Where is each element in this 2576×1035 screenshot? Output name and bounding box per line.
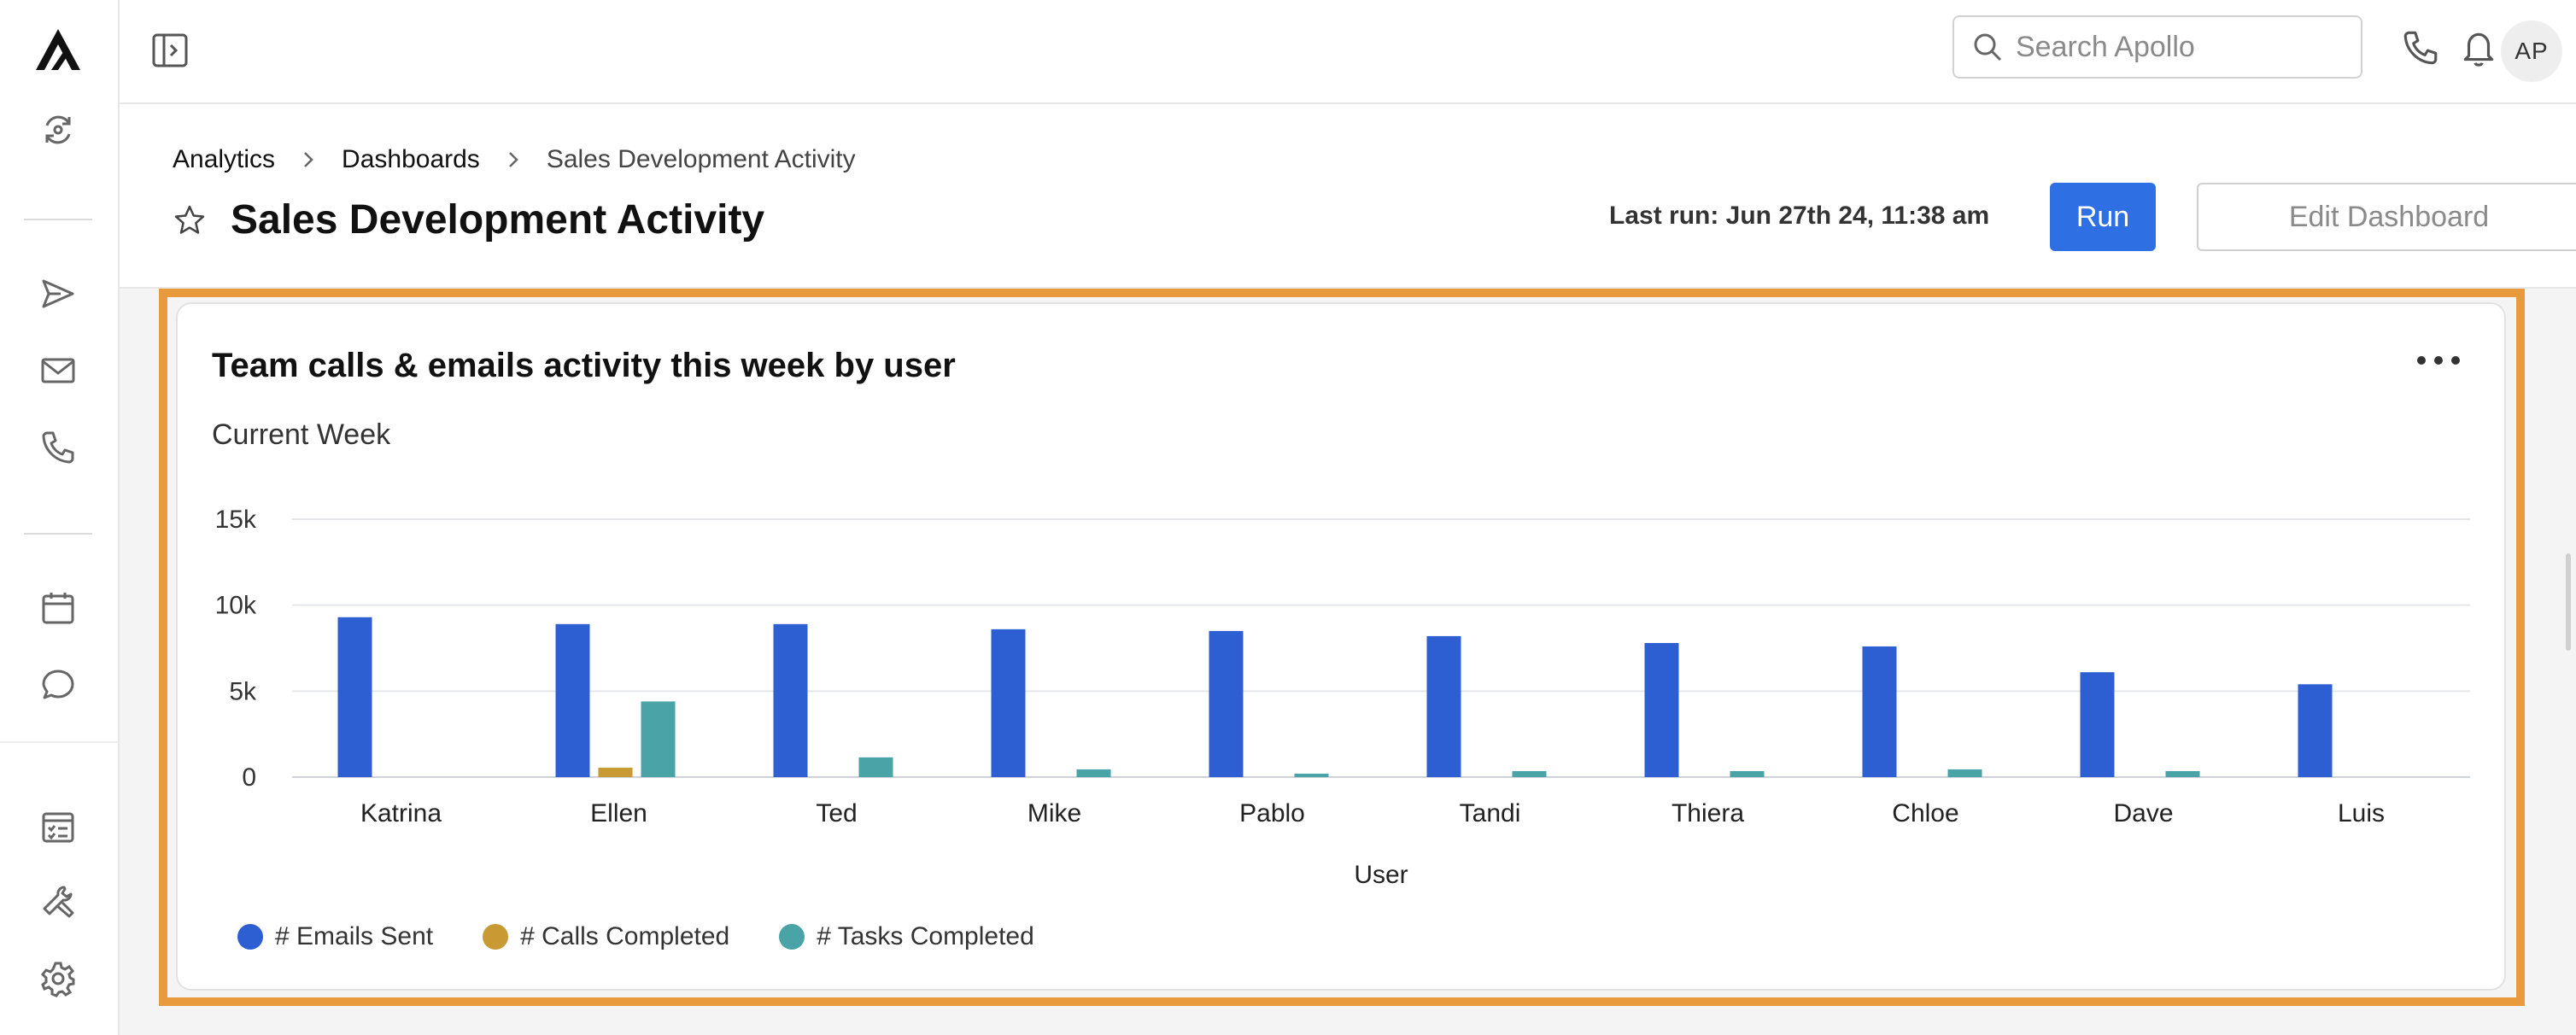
sidebar-separator [0, 741, 118, 743]
legend-label: # Tasks Completed [817, 922, 1034, 950]
x-tick-label: Thiera [1671, 799, 1744, 827]
y-tick-label: 5k [229, 677, 257, 705]
bar-tasks-completed-dave[interactable] [2165, 770, 2200, 777]
phone-icon[interactable] [2400, 27, 2441, 68]
bar-emails-sent-dave[interactable] [2080, 672, 2115, 777]
gear-icon[interactable] [36, 956, 80, 1001]
bar-emails-sent-ted[interactable] [773, 623, 808, 777]
last-run-text: Last run: Jun 27th 24, 11:38 am [1609, 202, 1990, 230]
calendar-icon[interactable] [36, 586, 80, 630]
x-tick-label: Ted [816, 799, 857, 827]
x-axis-label: User [1354, 861, 1408, 889]
legend-swatch [483, 924, 509, 950]
x-tick-label: Tandi [1460, 799, 1521, 827]
legend-label: # Emails Sent [275, 922, 434, 950]
legend-swatch [237, 924, 263, 950]
left-sidebar [0, 0, 120, 1035]
x-tick-label: Luis [2338, 799, 2385, 827]
search-icon [1974, 33, 2002, 61]
bar-tasks-completed-pablo[interactable] [1294, 773, 1329, 777]
mail-icon[interactable] [36, 348, 80, 393]
sync-icon[interactable] [36, 108, 80, 152]
tasks-icon[interactable] [36, 804, 80, 849]
sidebar-divider [24, 533, 92, 535]
x-tick-label: Ellen [590, 799, 647, 827]
legend-item[interactable]: # Calls Completed [483, 922, 729, 951]
legend-label: # Calls Completed [520, 922, 730, 950]
bar-emails-sent-katrina[interactable] [337, 617, 372, 777]
search-box[interactable] [1952, 15, 2362, 79]
card-title: Team calls & emails activity this week b… [212, 347, 956, 384]
bar-tasks-completed-ellen[interactable] [641, 701, 676, 777]
legend-item[interactable]: # Emails Sent [237, 922, 433, 951]
breadcrumb: Analytics Dashboards Sales Development A… [173, 145, 856, 174]
card-more-icon[interactable] [2415, 352, 2462, 369]
logo-icon[interactable] [32, 26, 84, 73]
bar-emails-sent-tandi[interactable] [1426, 635, 1461, 777]
chevron-right-icon [508, 152, 518, 167]
breadcrumb-current: Sales Development Activity [546, 145, 856, 173]
legend-item[interactable]: # Tasks Completed [779, 922, 1034, 951]
breadcrumb-analytics[interactable]: Analytics [173, 145, 276, 173]
x-tick-label: Pablo [1239, 799, 1305, 827]
chart-legend: # Emails Sent # Calls Completed # Tasks Co… [237, 922, 1084, 951]
y-tick-label: 10k [215, 592, 257, 620]
breadcrumb-dashboards[interactable]: Dashboards [342, 145, 480, 173]
bar-tasks-completed-ted[interactable] [858, 757, 893, 777]
bar-emails-sent-ellen[interactable] [555, 623, 590, 777]
edit-dashboard-button[interactable]: Edit Dashboard [2197, 183, 2576, 251]
bar-tasks-completed-chloe[interactable] [1947, 769, 1982, 777]
bar-emails-sent-chloe[interactable] [1862, 646, 1897, 777]
x-tick-label: Chloe [1892, 799, 1958, 827]
y-tick-label: 15k [215, 506, 257, 534]
bar-tasks-completed-thiera[interactable] [1730, 770, 1765, 777]
y-tick-label: 0 [242, 763, 256, 792]
sidebar-divider [24, 219, 92, 220]
top-bar: AP [120, 0, 2576, 104]
bar-tasks-completed-tandi[interactable] [1512, 770, 1547, 777]
bar-emails-sent-thiera[interactable] [1644, 642, 1679, 777]
panel-toggle-icon[interactable] [150, 31, 190, 70]
page-header: Analytics Dashboards Sales Development A… [120, 104, 2576, 289]
tools-icon[interactable] [36, 880, 80, 924]
selection-highlight [159, 289, 2525, 1006]
bar-emails-sent-luis[interactable] [2298, 684, 2333, 777]
x-tick-label: Mike [1027, 799, 1081, 827]
search-input[interactable] [2016, 30, 2340, 64]
chevron-right-icon [304, 152, 313, 167]
bell-icon[interactable] [2458, 27, 2499, 68]
chat-icon[interactable] [36, 663, 80, 707]
bar-tasks-completed-mike[interactable] [1076, 769, 1111, 777]
chart-card[interactable]: Team calls & emails activity this week b… [176, 302, 2506, 991]
phone-icon[interactable] [36, 425, 80, 470]
card-subtitle: Current Week [212, 418, 391, 451]
bar-emails-sent-mike[interactable] [991, 629, 1026, 777]
x-tick-label: Katrina [360, 799, 442, 827]
bar-calls-completed-ellen[interactable] [598, 767, 633, 777]
star-icon[interactable] [173, 203, 207, 237]
title-row: Sales Development Activity [173, 196, 764, 243]
avatar[interactable]: AP [2501, 20, 2562, 82]
run-button[interactable]: Run [2050, 183, 2156, 251]
legend-swatch [779, 924, 805, 950]
page-title: Sales Development Activity [231, 197, 765, 243]
bar-chart: 0 5k 10k 15k Katrina Ellen Ted Mike Pablo Tandi Th… [215, 506, 2470, 889]
scrollbar-thumb[interactable] [2566, 553, 2571, 651]
bar-emails-sent-pablo[interactable] [1209, 630, 1244, 777]
x-tick-label: Dave [2113, 799, 2173, 827]
send-icon[interactable] [36, 272, 80, 316]
